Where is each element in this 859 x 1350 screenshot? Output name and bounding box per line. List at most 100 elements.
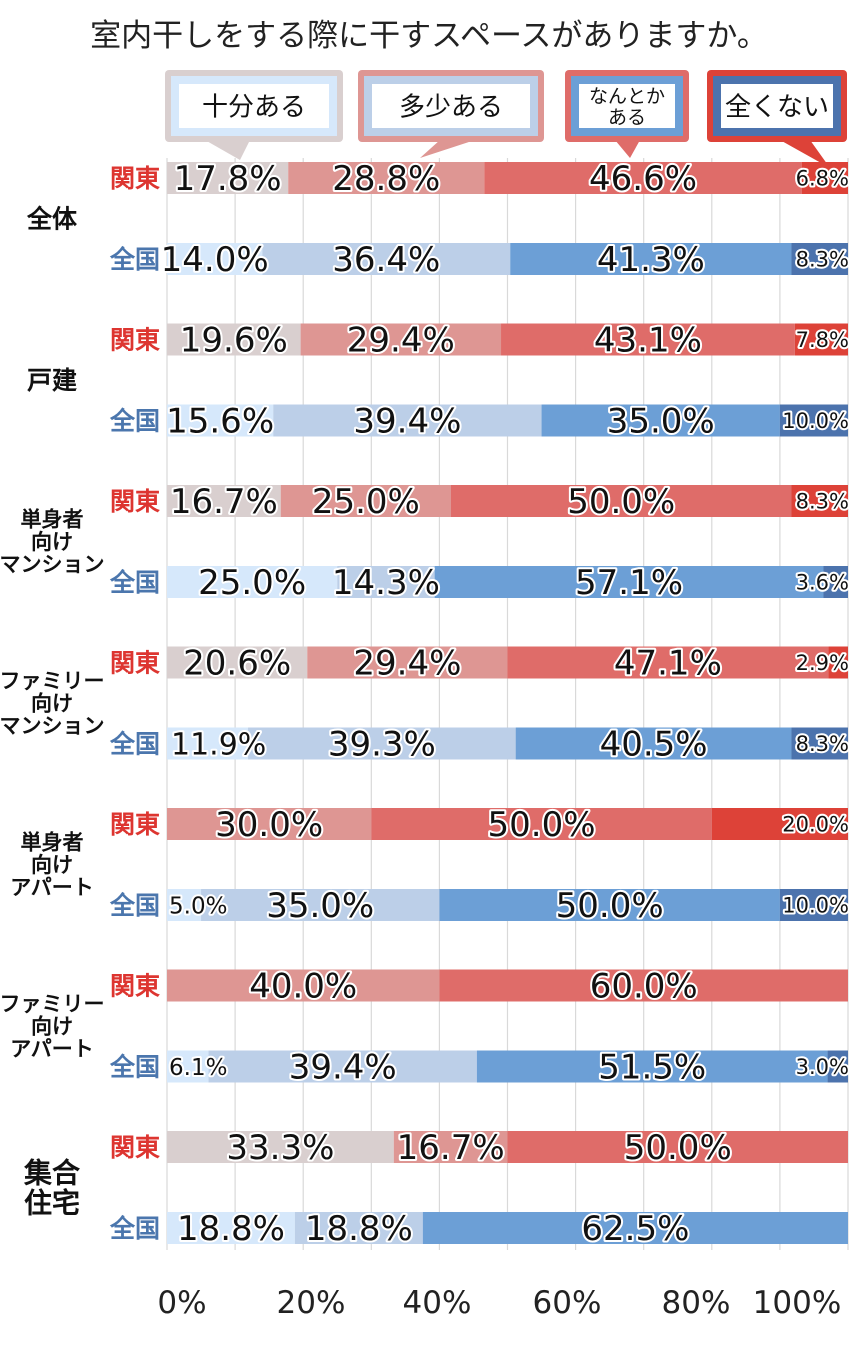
group-label-line: 向け (31, 853, 73, 877)
legend-label-box (721, 84, 833, 128)
data-label: 30.0% (215, 805, 323, 845)
data-label: 18.8% (177, 1209, 285, 1249)
group-label-line: 集合 (23, 1156, 81, 1189)
bar-segment (501, 323, 795, 356)
data-label: 16.7% (397, 1128, 505, 1168)
bar-segment (484, 162, 802, 194)
bar-segment (779, 404, 848, 437)
bar-segment (167, 1131, 394, 1163)
data-label: 20.6% (183, 644, 291, 684)
bar-segment (167, 808, 372, 840)
bar-segment (828, 646, 848, 679)
x-tick-label: 60% (533, 1285, 602, 1321)
region-label: 関東 (110, 972, 160, 1001)
bar-segment (167, 162, 289, 194)
x-tick-label: 100% (753, 1285, 842, 1321)
bar-segment (515, 727, 792, 760)
bar-segment (167, 727, 249, 760)
bar-segment (801, 162, 848, 194)
bar-segment (294, 1212, 423, 1244)
chart-title: 室内干しをする際に干すスペースがありますか。 (90, 18, 768, 54)
data-label: 14.0% (161, 240, 269, 280)
data-label: 51.5% (598, 1048, 706, 1088)
data-label: 29.4% (353, 644, 461, 684)
bar-segment (510, 243, 792, 275)
legend-callout-pointer (615, 140, 640, 158)
group-label: 全体 (26, 205, 78, 234)
data-label: 6.1% (169, 1055, 227, 1081)
group-label-line: マンション (0, 714, 105, 738)
bar-segment (262, 243, 511, 275)
data-label: 17.8% (174, 159, 282, 199)
data-label: 7.8% (796, 328, 849, 352)
data-label: 25.0% (312, 482, 420, 522)
bar-segment (434, 566, 824, 598)
data-label: 41.3% (597, 240, 705, 280)
group-label-line: 向け (31, 692, 73, 716)
bar-segment (541, 404, 780, 437)
data-label: 50.0% (556, 886, 664, 926)
bar-segment (450, 485, 792, 517)
bar-segment (167, 323, 301, 356)
legend-label: 全くない (725, 92, 829, 122)
bar-segment (507, 1131, 848, 1163)
bar-segment (476, 1050, 828, 1083)
bar-segment (300, 323, 502, 356)
data-label: 62.5% (581, 1209, 689, 1249)
bar-segment (307, 646, 508, 679)
region-label: 全国 (109, 1053, 160, 1082)
data-label: 40.5% (600, 725, 708, 765)
region-label: 全国 (109, 730, 160, 759)
data-label: 36.4% (332, 240, 440, 280)
group-label-line: アパート (10, 876, 94, 900)
data-label: 33.3% (226, 1128, 334, 1168)
legend-label-line: 全くない (725, 92, 829, 122)
data-label: 3.6% (796, 571, 849, 595)
bar-segment (439, 969, 848, 1002)
region-label: 関東 (110, 164, 160, 193)
group-label-line: 戸建 (27, 366, 77, 395)
x-tick-label: 20% (277, 1285, 346, 1321)
group-label: 単身者向けマンション (0, 507, 105, 576)
legend-label-line: なんとか (589, 85, 665, 107)
data-label: 40.0% (249, 967, 357, 1007)
region-label: 関東 (110, 649, 160, 678)
bar-segment (791, 243, 848, 275)
bar-segment (167, 889, 202, 921)
data-label: 29.4% (347, 321, 455, 361)
legend: 十分ある 多少ある なんとかある 全くない (165, 70, 847, 168)
region-label: 関東 (110, 1133, 160, 1162)
group-label-line: マンション (0, 553, 105, 577)
legend-callout-pointer (205, 140, 250, 160)
data-label: 19.6% (180, 321, 288, 361)
data-label: 8.3% (796, 248, 849, 272)
bar-segment (337, 566, 435, 598)
bar-segment (439, 889, 780, 921)
group-label-line: アパート (10, 1037, 94, 1061)
bar-segment (167, 646, 308, 679)
group-label-line: 住宅 (24, 1187, 80, 1220)
bar-segment (794, 323, 848, 356)
group-label-line: ファミリー (0, 669, 105, 693)
legend-callout-pointer (420, 140, 475, 158)
bar-segment (273, 404, 542, 437)
x-tick-label: 80% (662, 1285, 731, 1321)
x-tick-label: 40% (403, 1285, 472, 1321)
legend-label-box (179, 84, 329, 128)
data-label: 5.0% (169, 893, 227, 919)
data-label: 35.0% (266, 886, 374, 926)
bar-segment (779, 889, 848, 921)
bar-segment (167, 969, 440, 1002)
data-label: 35.0% (607, 402, 715, 442)
bar-segment (711, 808, 848, 840)
legend-label: 十分ある (202, 92, 306, 122)
group-label-line: 単身者 (21, 830, 84, 854)
data-label: 20.0% (782, 813, 849, 837)
data-label: 57.1% (575, 563, 683, 603)
data-label: 15.6% (166, 402, 274, 442)
group-label: 戸建 (27, 366, 77, 395)
group-label: ファミリー向けマンション (0, 669, 105, 738)
x-tick-label: 0% (157, 1285, 206, 1321)
data-label: 3.0% (796, 1055, 849, 1079)
